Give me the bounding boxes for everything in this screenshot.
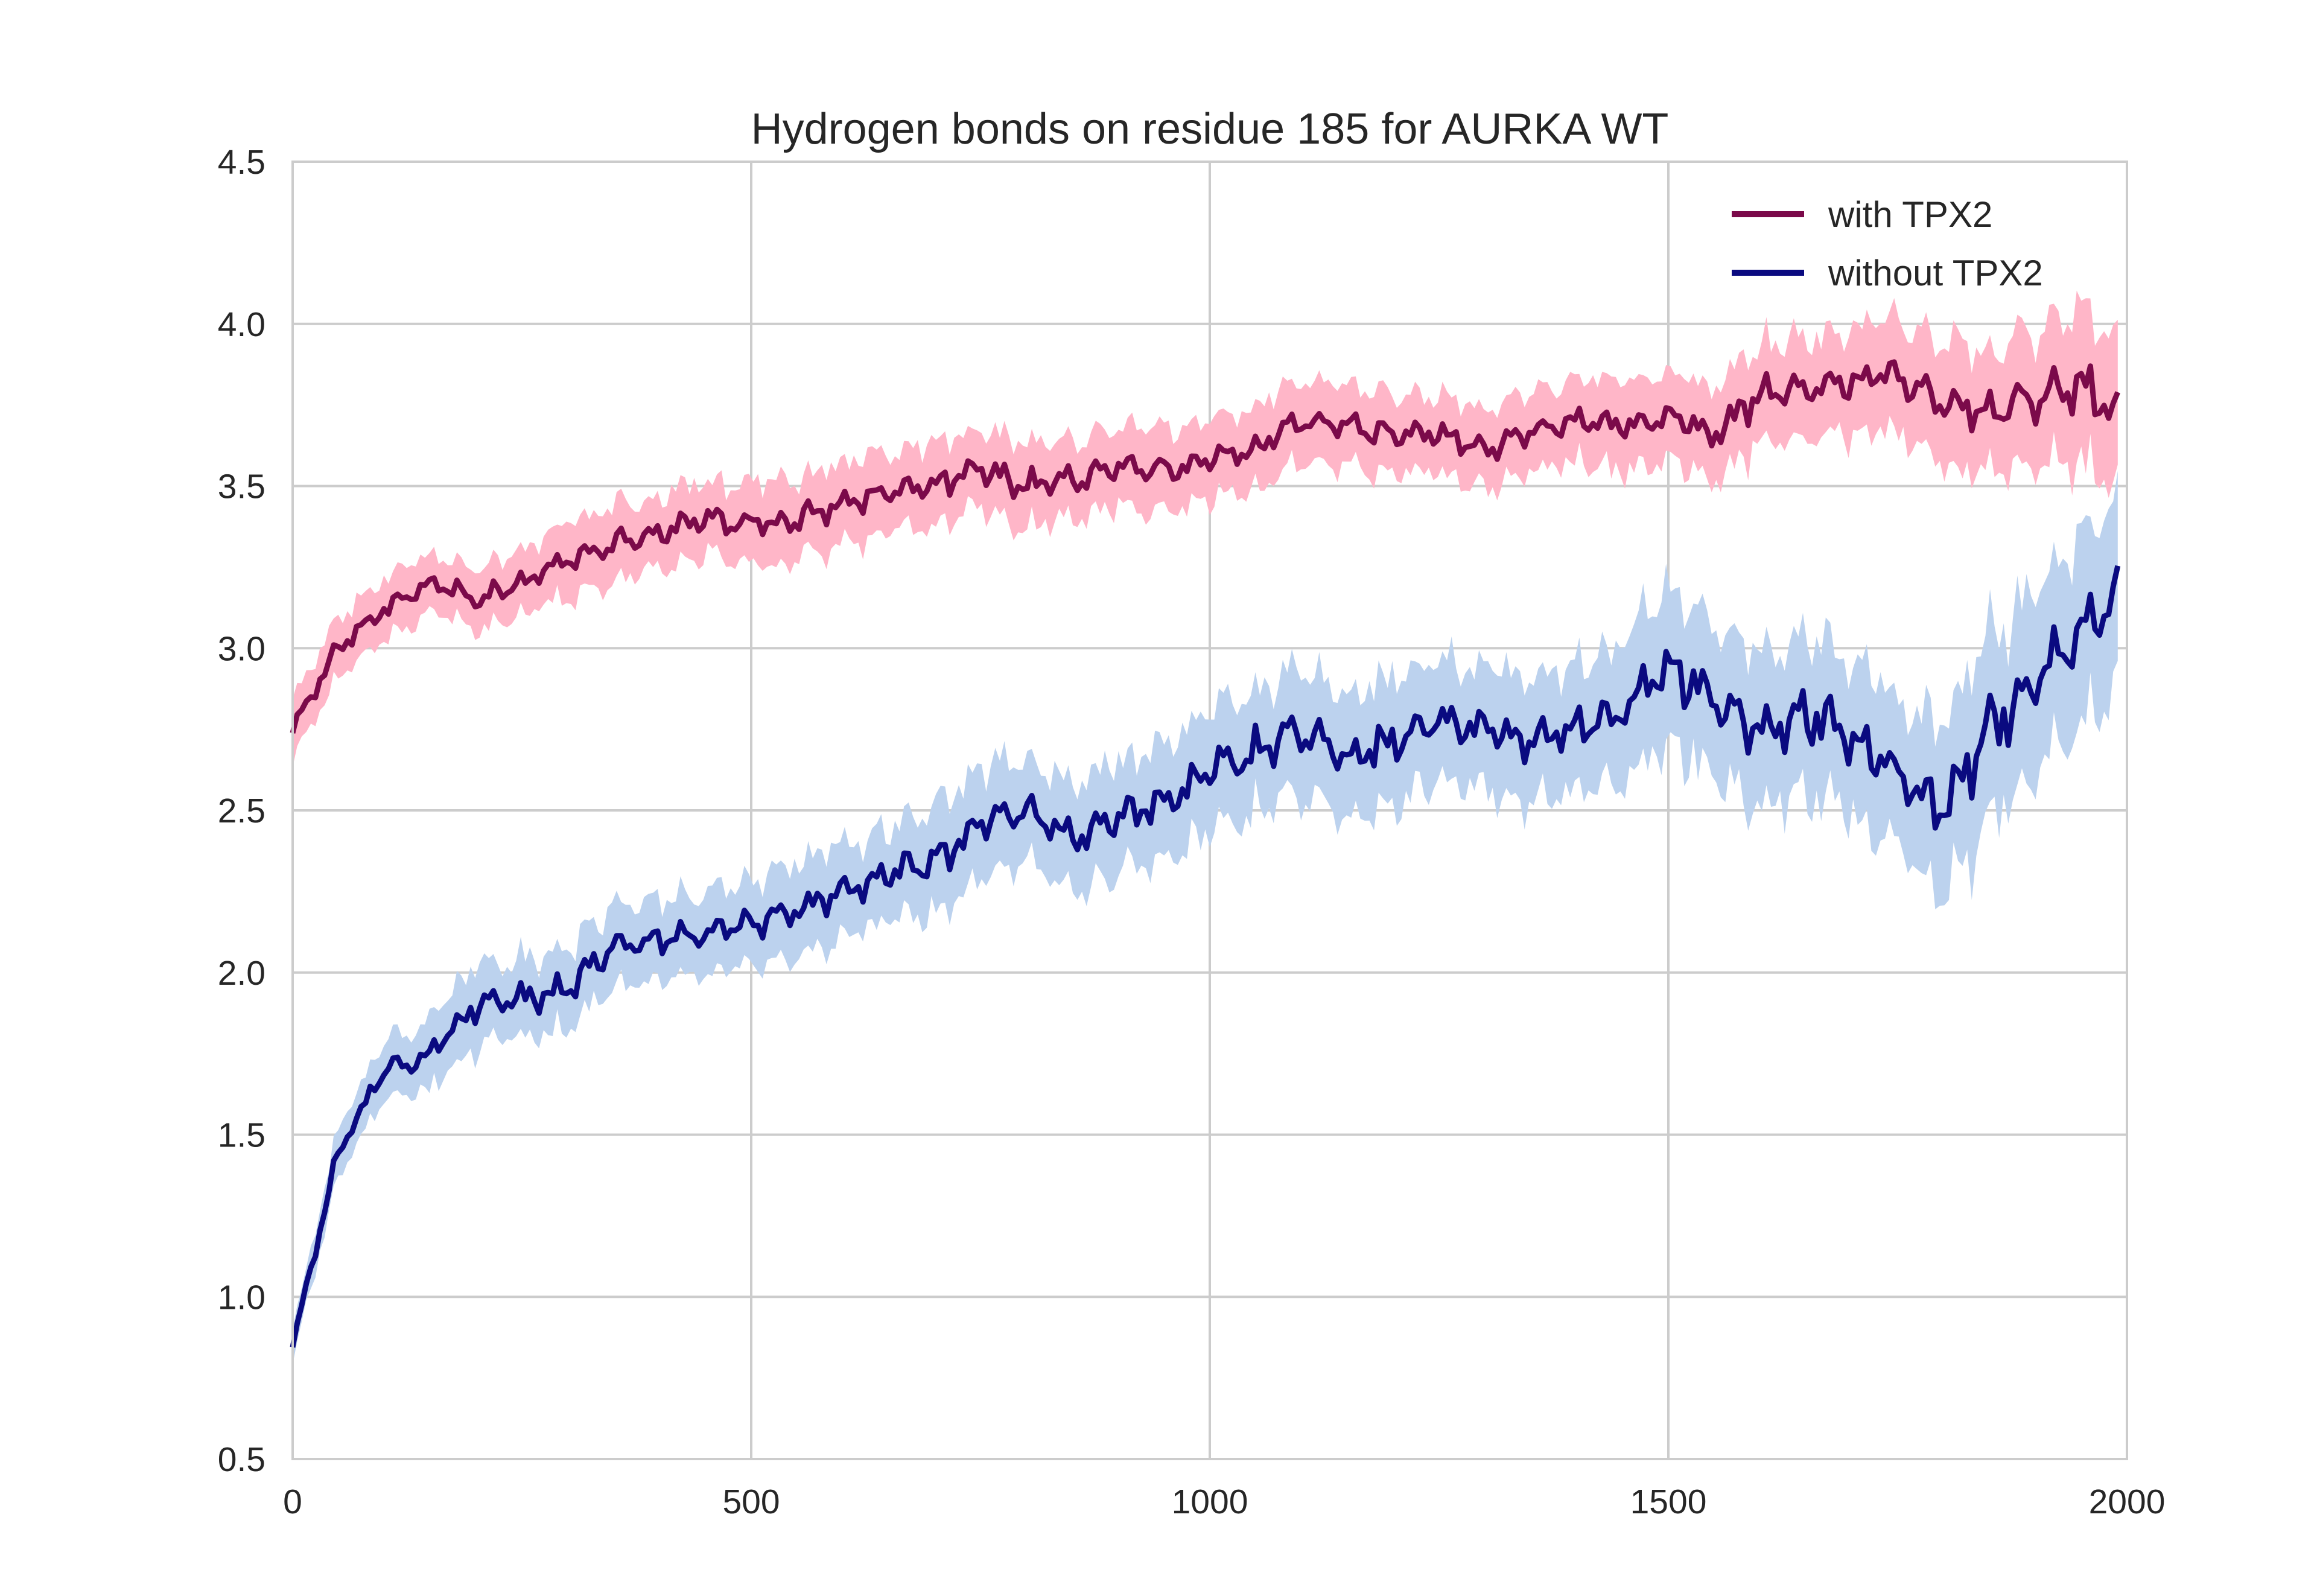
legend-label-with-tpx2: with TPX2 — [1828, 194, 1992, 235]
x-tick-label: 500 — [722, 1483, 780, 1521]
y-tick-label: 2.5 — [218, 792, 265, 830]
y-tick-label: 0.5 — [218, 1440, 265, 1479]
y-tick-label: 1.5 — [218, 1116, 265, 1155]
x-tick-label: 1000 — [1172, 1483, 1248, 1521]
chart-title: Hydrogen bonds on residue 185 for AURKA … — [751, 105, 1669, 153]
x-tick-label: 1500 — [1630, 1483, 1707, 1521]
series-line-with-tpx2 — [290, 359, 2120, 734]
y-tick-label: 3.0 — [218, 629, 265, 668]
x-tick-label: 0 — [283, 1483, 302, 1521]
band-without-tpx2 — [293, 471, 2118, 1365]
confidence-bands — [293, 290, 2118, 1365]
y-tick-label: 4.5 — [218, 143, 265, 182]
y-tick-label: 1.0 — [218, 1278, 265, 1317]
y-tick-label: 3.5 — [218, 468, 265, 506]
band-with-tpx2 — [293, 290, 2118, 768]
legend: with TPX2 without TPX2 — [1732, 194, 2043, 293]
y-tick-label: 2.0 — [218, 954, 265, 993]
x-tick-label: 2000 — [2089, 1483, 2166, 1521]
tick-labels: 0 500 1000 1500 2000 0.5 1.0 1.5 2.0 2.5 3.0 3.5 4.0… — [218, 143, 2166, 1521]
plot-frame — [291, 161, 2128, 1460]
legend-label-without-tpx2: without TPX2 — [1828, 253, 2043, 293]
y-tick-label: 4.0 — [218, 305, 265, 344]
series-line-without-tpx2 — [290, 565, 2121, 1348]
series-lines — [290, 359, 2121, 1348]
